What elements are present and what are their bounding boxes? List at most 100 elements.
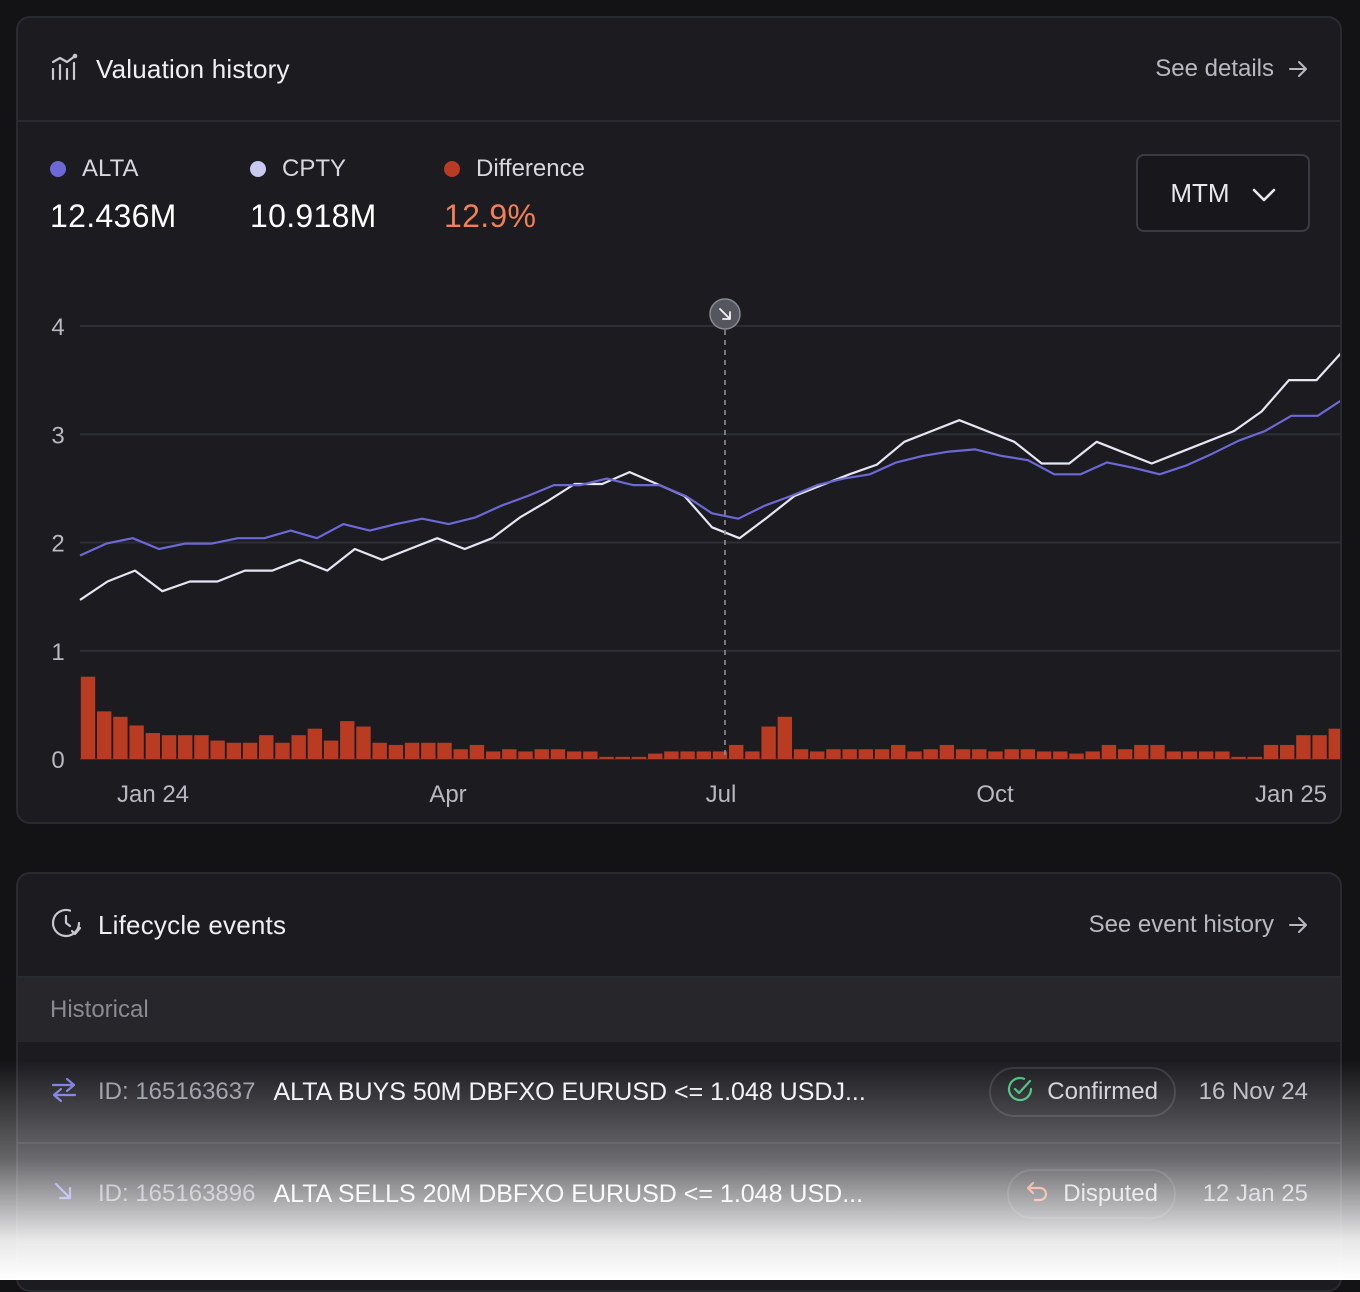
difference-bar <box>599 756 614 759</box>
y-tick-label: 1 <box>51 639 64 666</box>
difference-bar <box>891 744 906 759</box>
difference-bar <box>664 751 679 759</box>
see-event-history-label: See event history <box>1088 911 1274 938</box>
lifecycle-header: Lifecycle events See event history <box>18 874 1340 978</box>
difference-bar <box>1328 728 1340 759</box>
legend-value-difference: 12.9% <box>444 198 537 234</box>
legend-difference: Difference 12.9% <box>444 154 585 235</box>
difference-bar <box>372 742 387 759</box>
event-date: 12 Jan 25 <box>1202 1180 1308 1207</box>
difference-bar <box>615 756 630 759</box>
difference-bar <box>388 744 404 759</box>
difference-bar <box>1036 751 1052 759</box>
difference-bar <box>1053 751 1068 759</box>
x-tick-label: Jan 24 <box>117 781 189 808</box>
difference-bar <box>550 749 566 759</box>
difference-bar <box>291 735 306 759</box>
difference-bar <box>97 711 112 759</box>
difference-bar <box>566 751 582 759</box>
difference-bar <box>729 744 744 759</box>
difference-bar <box>583 751 598 759</box>
difference-bar <box>826 749 841 759</box>
difference-bar <box>323 740 339 759</box>
arrow-right-icon <box>1288 60 1308 78</box>
arrow-down-right-icon <box>719 308 731 320</box>
difference-bar <box>242 742 258 759</box>
lifecycle-title: Lifecycle events <box>98 909 287 940</box>
legend-dot-difference <box>444 161 460 177</box>
difference-bar <box>1263 744 1279 759</box>
difference-bar <box>485 751 501 759</box>
see-event-history-link[interactable]: See event history <box>1089 911 1308 939</box>
difference-bar <box>1101 744 1117 759</box>
difference-bar <box>1004 749 1019 759</box>
difference-bar <box>1296 735 1311 759</box>
legend-value-cpty: 10.918M <box>250 198 377 234</box>
difference-bar <box>210 740 225 759</box>
difference-bar <box>777 716 793 759</box>
chevron-down-icon <box>1252 178 1276 209</box>
difference-bar <box>518 751 533 759</box>
difference-bar <box>680 751 695 759</box>
difference-bar <box>1150 744 1165 759</box>
difference-bar <box>1166 751 1181 759</box>
difference-bar <box>1085 751 1100 759</box>
difference-bar <box>874 749 890 759</box>
status-label: Confirmed <box>1047 1078 1158 1105</box>
legend-label-difference: Difference <box>476 155 585 182</box>
valuation-header: Valuation history See details <box>18 18 1340 122</box>
x-tick-label: Jul <box>706 781 737 808</box>
y-tick-label: 2 <box>51 531 64 558</box>
difference-bar <box>972 749 987 759</box>
difference-bar <box>631 756 647 759</box>
swap-arrows-icon <box>50 1077 78 1108</box>
series-line-cpty <box>79 352 1340 601</box>
difference-bar <box>1312 735 1327 759</box>
metric-select[interactable]: MTM <box>1136 154 1310 232</box>
valuation-chart: 0 1 2 3 4 Jan 24 Apr Jul Oct Jan 25 <box>51 298 1340 808</box>
difference-bar <box>1069 753 1084 759</box>
difference-bar <box>437 742 452 759</box>
difference-bar <box>647 753 663 759</box>
check-circle-icon <box>1007 1076 1033 1109</box>
difference-bar <box>1117 749 1133 759</box>
legend-cpty: CPTY 10.918M <box>250 154 444 235</box>
legend-label-cpty: CPTY <box>282 155 347 182</box>
difference-bar <box>923 749 938 759</box>
legend-dot-alta <box>50 161 66 177</box>
difference-bar <box>404 742 420 759</box>
valuation-title: Valuation history <box>96 53 290 84</box>
x-tick-label: Apr <box>429 781 466 808</box>
difference-bar <box>1279 744 1295 759</box>
difference-bar <box>810 751 825 759</box>
difference-bar <box>761 726 776 759</box>
legend-label-alta: ALTA <box>82 155 139 182</box>
difference-bar <box>1020 749 1036 759</box>
difference-bar <box>421 742 436 759</box>
difference-bar <box>793 749 809 759</box>
see-details-link[interactable]: See details <box>1155 55 1308 83</box>
arrow-right-icon <box>1288 916 1308 934</box>
valuation-history-card: Valuation history See details 0 1 2 3 4 Jan 2… <box>16 16 1342 824</box>
difference-bar <box>145 733 161 759</box>
difference-bar <box>988 751 1003 759</box>
legend-alta: ALTA 12.436M <box>50 154 250 235</box>
difference-bar <box>696 751 711 759</box>
event-row[interactable]: ID: 165163637 ALTA BUYS 50M DBFXO EURUSD… <box>18 1042 1340 1144</box>
clock-check-icon <box>50 907 82 944</box>
difference-bar <box>955 749 971 759</box>
difference-bar <box>340 721 355 759</box>
legend-value-alta: 12.436M <box>50 198 177 234</box>
difference-bar <box>113 716 128 759</box>
difference-bar <box>469 744 485 759</box>
difference-bar <box>842 749 857 759</box>
y-tick-label: 4 <box>51 314 64 341</box>
difference-bar <box>1247 756 1262 759</box>
event-row[interactable]: ID: 165163896 ALTA SELLS 20M DBFXO EURUS… <box>18 1144 1340 1246</box>
difference-bar <box>502 749 517 759</box>
metric-select-value: MTM <box>1170 177 1230 208</box>
section-label-historical: Historical <box>18 978 1340 1042</box>
chart-legend: ALTA 12.436M CPTY 10.918M Difference 12.… <box>50 154 585 235</box>
event-date: 16 Nov 24 <box>1198 1078 1308 1105</box>
difference-bar <box>745 751 760 759</box>
